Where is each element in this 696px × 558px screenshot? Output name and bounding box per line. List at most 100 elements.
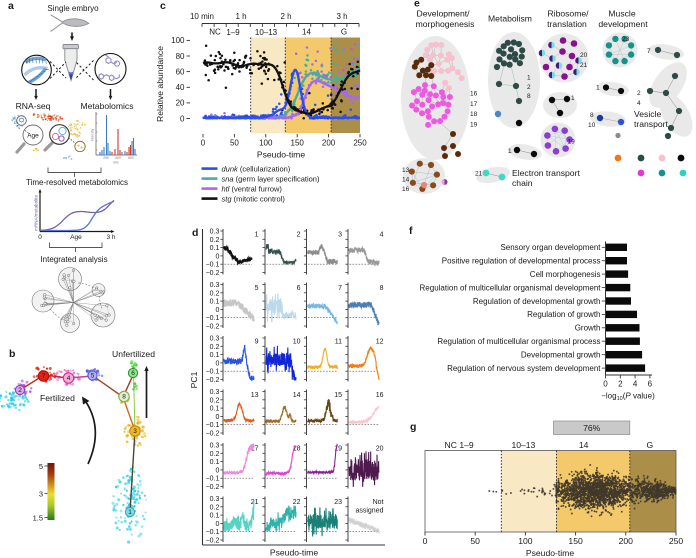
svg-text:NC: NC	[209, 28, 221, 37]
svg-text:−0.2: −0.2	[206, 431, 220, 438]
svg-text:16: 16	[376, 392, 384, 399]
svg-text:7: 7	[42, 373, 46, 380]
svg-text:8: 8	[380, 285, 384, 292]
svg-text:11: 11	[335, 339, 342, 346]
svg-text:100: 100	[171, 36, 185, 45]
svg-text:2: 2	[527, 84, 531, 91]
svg-text:Electron transport: Electron transport	[512, 168, 580, 178]
svg-text:22: 22	[293, 499, 301, 506]
svg-text:3 h: 3 h	[106, 234, 115, 241]
svg-text:5: 5	[39, 462, 43, 471]
svg-text:0.2: 0.2	[210, 237, 220, 244]
svg-text:150: 150	[291, 139, 305, 148]
svg-text:morphogenesis: morphogenesis	[416, 19, 475, 29]
svg-text:Positive regulation of develop: Positive regulation of developmental pro…	[442, 257, 601, 266]
svg-text:Integrated analysis: Integrated analysis	[40, 255, 107, 264]
svg-text:Sensory organ development: Sensory organ development	[500, 243, 601, 252]
svg-text:0.2: 0.2	[210, 504, 220, 511]
svg-text:−0.1: −0.1	[206, 529, 220, 536]
svg-text:−0.1: −0.1	[206, 369, 220, 376]
svg-text:6: 6	[131, 370, 135, 377]
svg-text:3: 3	[39, 490, 43, 499]
svg-text:dunk (cellularization): dunk (cellularization)	[222, 164, 291, 173]
svg-text:−0.1: −0.1	[206, 476, 220, 483]
svg-text:0.3: 0.3	[210, 282, 220, 289]
svg-text:100: 100	[518, 536, 533, 546]
svg-text:19: 19	[568, 139, 576, 146]
svg-text:G: G	[341, 28, 347, 37]
svg-text:stg (mitotic control): stg (mitotic control)	[222, 194, 286, 203]
svg-text:10 min: 10 min	[190, 12, 214, 21]
svg-text:1: 1	[571, 95, 575, 102]
svg-text:g: g	[410, 421, 416, 433]
svg-text:13: 13	[402, 167, 410, 174]
svg-text:10–13: 10–13	[255, 28, 278, 37]
svg-text:NC 1–9: NC 1–9	[445, 440, 474, 450]
svg-text:3: 3	[338, 232, 342, 239]
svg-text:G: G	[647, 440, 654, 450]
svg-text:0: 0	[180, 114, 185, 123]
svg-text:Cell morphogenesis: Cell morphogenesis	[530, 270, 601, 279]
svg-text:0.3: 0.3	[210, 389, 220, 396]
svg-text:0: 0	[38, 234, 42, 241]
svg-text:−0.1: −0.1	[206, 422, 220, 429]
svg-text:Developmental growth: Developmental growth	[521, 351, 601, 360]
svg-text:b: b	[9, 348, 15, 360]
svg-text:14: 14	[293, 392, 301, 399]
svg-text:assigned: assigned	[355, 508, 383, 515]
svg-text:200: 200	[619, 536, 634, 546]
svg-text:200: 200	[103, 156, 109, 160]
svg-text:Metabolomics: Metabolomics	[80, 101, 133, 111]
svg-text:0.1: 0.1	[210, 352, 220, 359]
svg-text:1 h: 1 h	[235, 12, 246, 21]
svg-text:20: 20	[376, 446, 384, 453]
svg-text:−0.2: −0.2	[206, 377, 220, 384]
svg-text:17: 17	[251, 446, 259, 453]
svg-text:23: 23	[622, 36, 630, 43]
svg-text:Regulation of developmental gr: Regulation of developmental growth	[473, 297, 601, 306]
svg-text:250: 250	[353, 139, 367, 148]
svg-text:m/z: m/z	[113, 161, 119, 165]
svg-text:Single embryo: Single embryo	[47, 4, 99, 13]
svg-text:50: 50	[470, 536, 480, 546]
svg-text:50: 50	[230, 139, 239, 148]
svg-text:6: 6	[648, 380, 653, 389]
svg-text:2 h: 2 h	[280, 12, 291, 21]
svg-text:0: 0	[215, 253, 219, 260]
svg-text:13: 13	[251, 392, 259, 399]
svg-text:PC1: PC1	[189, 371, 199, 388]
svg-text:Development/: Development/	[416, 9, 470, 19]
svg-text:23: 23	[334, 499, 342, 506]
svg-text:0: 0	[215, 521, 219, 528]
svg-text:12: 12	[376, 339, 384, 346]
svg-text:0.1: 0.1	[210, 406, 220, 413]
svg-text:4: 4	[380, 232, 384, 239]
svg-text:0: 0	[215, 467, 219, 474]
svg-text:10–13: 10–13	[511, 440, 535, 450]
svg-text:2: 2	[297, 232, 301, 239]
svg-text:19: 19	[470, 121, 478, 128]
svg-text:RNA-seq: RNA-seq	[16, 101, 51, 111]
svg-text:0.2: 0.2	[210, 290, 220, 297]
svg-text:Age: Age	[70, 234, 82, 241]
svg-text:Growth: Growth	[575, 324, 601, 333]
svg-text:f: f	[409, 225, 413, 237]
svg-text:4: 4	[67, 375, 71, 382]
svg-text:Relative abundance: Relative abundance	[155, 46, 165, 122]
svg-text:15: 15	[334, 392, 342, 399]
svg-text:Regulation of multicellular or: Regulation of multicellular organismal d…	[420, 283, 602, 292]
svg-text:Metabolism: Metabolism	[488, 14, 532, 24]
svg-text:0.3: 0.3	[210, 443, 220, 450]
svg-text:−0.1: −0.1	[206, 262, 220, 269]
svg-text:Regulation of multicellular or: Regulation of multicellular organismal p…	[437, 337, 600, 346]
svg-text:8: 8	[122, 394, 126, 401]
svg-text:14: 14	[402, 177, 410, 184]
svg-text:80: 80	[176, 52, 185, 61]
svg-text:sna (germ layer specification): sna (germ layer specification)	[222, 174, 320, 183]
svg-text:21: 21	[580, 62, 588, 69]
svg-text:7: 7	[647, 48, 651, 55]
svg-text:0.3: 0.3	[210, 496, 220, 503]
svg-text:Regulation of growth: Regulation of growth	[527, 310, 600, 319]
svg-text:40: 40	[176, 83, 185, 92]
svg-text:−0.2: −0.2	[206, 324, 220, 331]
